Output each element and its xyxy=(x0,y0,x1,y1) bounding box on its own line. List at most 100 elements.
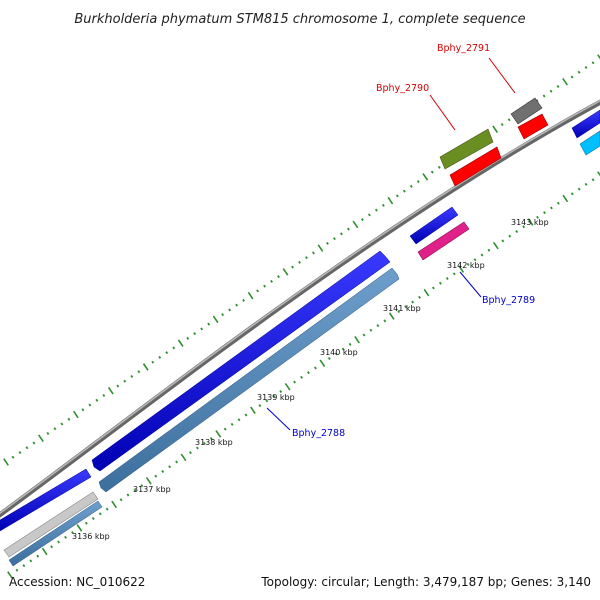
outer-track-tick xyxy=(137,370,141,374)
inner-track-tick xyxy=(341,347,345,351)
inner-track-tick xyxy=(111,500,118,509)
gene-feature-forward-left[interactable] xyxy=(0,468,92,532)
tick-label-3139: 3139 kbp xyxy=(257,393,295,402)
outer-track-tick xyxy=(263,284,266,288)
inner-track-tick xyxy=(319,359,326,367)
inner-track-tick xyxy=(105,507,109,511)
outer-track-tick xyxy=(165,351,169,355)
inner-track-tick xyxy=(279,389,283,393)
outer-track-tick xyxy=(212,315,219,324)
outer-track-tick xyxy=(305,256,308,260)
inner-track-tick xyxy=(98,512,102,516)
gene-feature-cyan-edge[interactable] xyxy=(579,130,600,156)
inner-track-tick xyxy=(584,182,588,186)
outer-track-tick xyxy=(326,241,329,245)
inner-track-tick xyxy=(404,305,408,309)
gene-feature-forward-3142[interactable] xyxy=(409,206,459,245)
inner-track-tick xyxy=(133,488,137,492)
callout-line-bphy-2791 xyxy=(488,57,516,94)
outer-track-tick xyxy=(247,291,254,300)
inner-track-tick xyxy=(64,535,67,539)
gene-feature-forward-edge[interactable] xyxy=(571,109,600,139)
sequence-summary: Topology: circular; Length: 3,479,187 bp… xyxy=(260,575,591,589)
outer-track-tick xyxy=(256,289,259,293)
inner-track-tick xyxy=(244,413,248,417)
inner-track-tick xyxy=(423,288,430,297)
outer-track-tick xyxy=(186,336,190,340)
callout-line-bphy-2788 xyxy=(266,407,291,431)
inner-track-tick xyxy=(189,451,192,455)
outer-track-tick xyxy=(46,431,50,435)
gene-label-bphy-2790[interactable]: Bphy_2790 xyxy=(376,83,429,94)
outer-track-tick xyxy=(172,346,176,350)
inner-track-tick xyxy=(168,465,172,469)
kbp-scale-labels: 3136 kbp 3137 kbp 3138 kbp 3139 kbp 3140… xyxy=(72,218,549,541)
outer-track-tick xyxy=(221,313,225,317)
outer-track-tick xyxy=(67,417,71,421)
outer-track-tick xyxy=(81,408,85,412)
gene-label-bphy-2791[interactable]: Bphy_2791 xyxy=(437,43,490,54)
inner-track-tick xyxy=(515,229,519,233)
gene-label-bphy-2788[interactable]: Bphy_2788 xyxy=(292,428,345,439)
inner-track-tick xyxy=(562,194,569,203)
gene-feature-reverse-left-gray[interactable] xyxy=(3,491,99,558)
inner-track-tick xyxy=(145,477,152,485)
tick-label-3138: 3138 kbp xyxy=(195,438,233,447)
inner-track-tick xyxy=(536,215,539,219)
accession-label: Accession: NC_010622 xyxy=(9,575,145,589)
inner-track-tick xyxy=(36,554,40,558)
inner-track-tick xyxy=(492,241,499,250)
outer-track-tick xyxy=(317,244,324,252)
outer-track-tick xyxy=(312,251,315,255)
outer-track-tick xyxy=(549,89,553,93)
gene-feature-reverse-left-steel[interactable] xyxy=(8,500,103,567)
gene-feature-bphy-2791[interactable] xyxy=(510,97,543,125)
inner-track-tick xyxy=(284,383,291,391)
gene-feature-bphy-2790[interactable] xyxy=(439,128,494,170)
outer-track-tick xyxy=(333,237,336,241)
inner-track-tick xyxy=(76,524,83,532)
gene-feature-bphy-2789[interactable] xyxy=(417,221,470,261)
outer-track-tick xyxy=(352,220,359,229)
outer-track-tick xyxy=(374,208,378,212)
gene-label-callouts: Bphy_2791 Bphy_2790 Bphy_2789 Bphy_2788 xyxy=(266,43,535,439)
outer-track-tick xyxy=(207,322,211,326)
outer-track-tick xyxy=(597,54,600,60)
sequence-backbone-highlight xyxy=(0,100,600,515)
tick-label-3142: 3142 kbp xyxy=(447,261,485,270)
gene-feature-red-small[interactable] xyxy=(517,113,549,140)
outer-track-tick xyxy=(53,427,57,431)
inner-track-tick xyxy=(258,404,262,408)
outer-track-tick xyxy=(18,450,22,454)
outer-track-tick xyxy=(409,184,413,188)
outer-track-tick xyxy=(11,455,15,459)
inner-track-tick xyxy=(195,446,199,450)
inner-track-tick xyxy=(7,571,13,579)
outer-track-tick xyxy=(60,422,64,426)
gene-feature-bphy-2788[interactable] xyxy=(98,267,400,493)
outer-track-tick xyxy=(291,265,294,269)
outer-track-tick xyxy=(72,410,79,419)
inner-track-tick xyxy=(215,430,222,438)
inner-track-tick xyxy=(362,333,366,337)
inner-track-tick xyxy=(41,547,48,556)
outer-track-tick xyxy=(570,75,574,79)
inner-track-tick xyxy=(334,352,338,356)
map-title: Burkholderia phymatum STM815 chromosome … xyxy=(74,12,525,27)
gene-label-bphy-2789[interactable]: Bphy_2789 xyxy=(482,295,535,306)
gene-feature-red-lower[interactable] xyxy=(449,146,502,187)
outer-track-tick xyxy=(88,403,92,407)
outer-track-tick xyxy=(130,374,134,378)
gene-feature-forward-long[interactable] xyxy=(91,250,391,472)
outer-track-tick xyxy=(340,232,343,236)
outer-track-tick xyxy=(102,393,106,397)
inner-track-tick xyxy=(71,531,74,535)
inner-track-tick xyxy=(452,272,456,276)
outer-track-tick xyxy=(38,434,44,442)
inner-track-tick xyxy=(348,342,352,346)
outer-track-tick xyxy=(242,298,246,302)
outer-track-tick xyxy=(193,332,197,336)
inner-track-tick xyxy=(307,371,310,375)
outer-track-tick xyxy=(562,78,568,86)
